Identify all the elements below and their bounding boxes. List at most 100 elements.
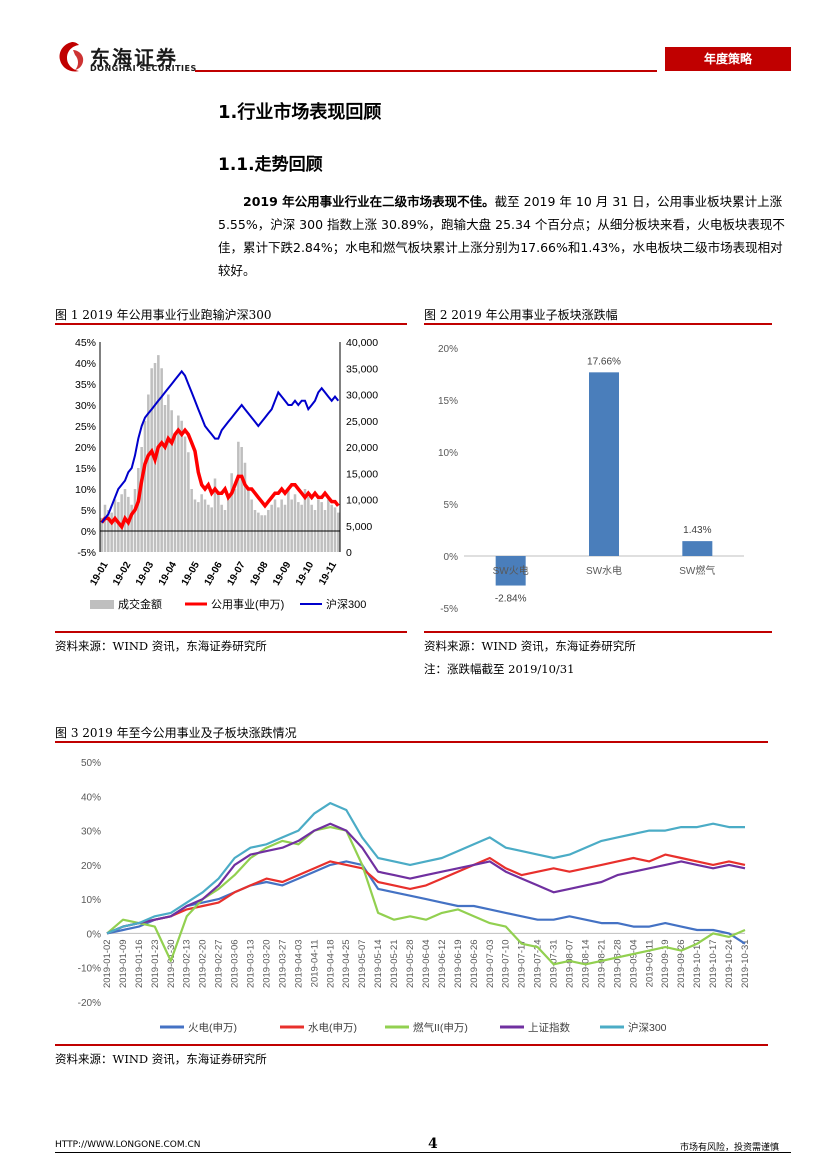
x-tick-label: 2019-08-07 <box>565 939 576 988</box>
turnover-bar <box>193 499 197 552</box>
turnover-bar <box>293 494 297 552</box>
x-tick-label: 2019-08-28 <box>612 939 623 988</box>
legend-label: 沪深300 <box>326 597 366 611</box>
y-tick: 20% <box>438 344 458 355</box>
turnover-bar <box>180 420 183 552</box>
turnover-bar <box>143 420 147 552</box>
x-tick-label: 2019-01-30 <box>166 939 177 988</box>
y-right-tick: 30,000 <box>346 390 378 402</box>
y-left-tick: 35% <box>75 379 96 391</box>
legend-label: 火电(申万) <box>188 1021 237 1034</box>
x-tick-label: 19-01 <box>88 560 111 588</box>
y-tick: 10% <box>438 448 458 459</box>
turnover-bar <box>300 504 303 552</box>
x-tick-label: 2019-06-19 <box>453 939 464 988</box>
brand-name-cn: 东海证券 <box>90 46 178 70</box>
figure2-chart: 20% 15% 10% 5% 0% -5% -2.84% SW火电 17.66% SW水电 1.4… <box>438 344 744 615</box>
figure3-source: 资料来源：WIND 资讯，东海证券研究所 <box>55 1052 267 1066</box>
turnover-bar <box>337 512 340 552</box>
x-tick-label: 2019-03-20 <box>262 939 273 988</box>
y-tick: -10% <box>78 964 101 975</box>
turnover-bar <box>160 368 163 552</box>
x-tick-label: 2019-05-14 <box>373 939 384 988</box>
turnover-bar <box>203 499 207 552</box>
turnover-bar <box>243 462 247 552</box>
x-tick-label: 2019-03-06 <box>230 939 241 988</box>
figure3-rule <box>55 741 768 743</box>
x-tick-label: 2019-01-16 <box>134 939 145 988</box>
series-line <box>106 853 746 935</box>
legend-label: 上证指数 <box>528 1021 570 1034</box>
x-tick-label: 2019-04-25 <box>341 939 352 988</box>
y-right-tick: 15,000 <box>346 468 378 480</box>
section-subtitle: 1.1.走势回顾 <box>218 155 323 175</box>
turnover-bar <box>227 499 230 552</box>
turnover-bar <box>103 504 107 552</box>
body-paragraph: 2019 年公用事业行业在二级市场表现不佳。截至 2019 年 10 月 31 … <box>218 190 788 282</box>
turnover-bar <box>247 489 250 552</box>
turnover-bar <box>233 489 237 552</box>
y-tick: -20% <box>78 998 101 1009</box>
y-tick: 5% <box>444 500 459 511</box>
series-line <box>106 802 745 935</box>
x-tick-label: 2019-03-27 <box>277 939 288 988</box>
turnover-bar <box>173 436 177 552</box>
y-right-tick: 40,000 <box>346 337 378 349</box>
turnover-bar <box>217 494 220 552</box>
turnover-bar <box>130 504 133 552</box>
turnover-bar <box>207 504 210 552</box>
x-tick-label: 2019-01-02 <box>102 939 113 988</box>
series-line <box>106 826 746 966</box>
figure3-chart: 50% 40% 30% 20% 10% 0% -10% -20%2019-01-02 2019-… <box>78 758 751 1034</box>
x-tick-label: 2019-10-31 <box>740 939 751 988</box>
x-tick-label: 2019-07-10 <box>501 939 512 988</box>
report-type-tag: 年度策略 <box>665 47 791 71</box>
y-right-tick: 10,000 <box>346 495 378 507</box>
figure2-bottom-rule <box>424 631 772 633</box>
x-tick-label: 2019-04-03 <box>293 939 304 988</box>
turnover-bar <box>237 441 240 552</box>
y-left-tick: 40% <box>75 358 96 370</box>
x-tick-label: 19-11 <box>317 560 339 588</box>
x-tick-label: 2019-02-27 <box>214 939 225 988</box>
utility-line <box>100 427 340 531</box>
x-tick-label: 2019-04-11 <box>309 939 320 987</box>
figure1-source: 资料来源：WIND 资讯，东海证券研究所 <box>55 639 267 653</box>
bar-value-label: -2.84% <box>495 594 527 605</box>
turnover-bar <box>287 489 290 552</box>
x-tick-label: 19-05 <box>180 560 203 588</box>
y-tick: 20% <box>81 861 101 872</box>
x-tick-label: 2019-05-07 <box>357 939 368 988</box>
turnover-bar <box>317 499 320 552</box>
figure1-title: 图 1 2019 年公用事业行业跑输沪深300 <box>55 308 272 322</box>
header-rule <box>195 70 657 72</box>
x-tick-label: 2019-06-04 <box>421 939 432 988</box>
turnover-bar <box>263 515 267 552</box>
turnover-bar <box>147 394 150 552</box>
y-tick: 10% <box>81 895 101 906</box>
turnover-bar <box>163 405 167 552</box>
turnover-bar <box>297 502 300 552</box>
figure2-rule <box>424 323 772 325</box>
y-tick: 50% <box>81 758 101 769</box>
brand-logo-icon <box>59 42 84 72</box>
figure1-bottom-rule <box>55 631 407 633</box>
turnover-bar <box>307 496 310 552</box>
turnover-bar <box>283 504 287 552</box>
x-tick-label: 2019-07-03 <box>485 939 496 988</box>
para-lead: 2019 年公用事业行业在二级市场表现不佳。 <box>243 194 495 209</box>
y-left-tick: 20% <box>75 442 96 454</box>
footer-rule <box>55 1152 791 1153</box>
x-tick-label: 2019-10-10 <box>692 939 703 988</box>
turnover-bar <box>170 410 173 552</box>
y-left-tick: 45% <box>75 337 96 349</box>
figure3-bottom-rule <box>55 1044 768 1046</box>
y-right-tick: 5,000 <box>346 521 372 533</box>
x-tick-label: 19-06 <box>203 560 226 588</box>
turnover-bar <box>273 499 277 552</box>
turnover-bar <box>200 494 203 552</box>
csi300-line <box>100 369 340 524</box>
x-tick-label: 2019-06-12 <box>437 939 448 988</box>
x-tick-label: 2019-09-04 <box>628 939 639 988</box>
bar-value-label: 17.66% <box>587 356 621 367</box>
